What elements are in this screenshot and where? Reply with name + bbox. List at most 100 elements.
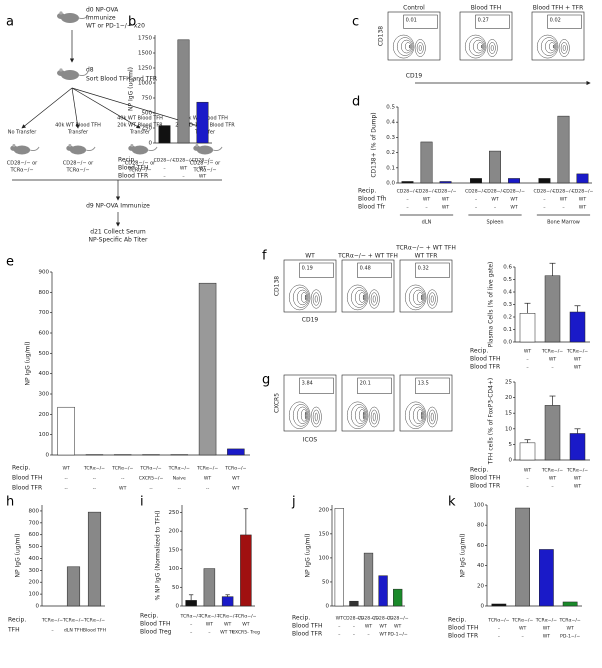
- row-cell: --: [121, 477, 125, 482]
- y-tick-label: 600: [39, 331, 50, 337]
- row-cell: --: [149, 487, 153, 492]
- contour: [428, 409, 436, 425]
- contour: [412, 406, 425, 425]
- y-tick-label: 1500: [138, 51, 152, 57]
- row-cell: WT: [491, 197, 499, 203]
- row-cell: –: [498, 627, 501, 632]
- row-cell: CXCR5−/−: [139, 476, 164, 482]
- row-cell: TCRα−/−: [487, 618, 509, 624]
- bar: [158, 125, 171, 144]
- row-cell: CD28−/−: [192, 158, 214, 164]
- y-tick-label: 0.3: [386, 135, 395, 141]
- panel-label: e: [6, 255, 14, 270]
- flow-plot: [283, 259, 337, 313]
- mouse-icon: [130, 144, 134, 147]
- contour: [416, 409, 424, 422]
- y-tick-label: 100: [319, 555, 330, 561]
- contour: [372, 295, 376, 303]
- flow-title: WT: [305, 253, 315, 260]
- row-label: Blood Treg: [140, 629, 172, 636]
- y-tick-label: 200: [29, 580, 40, 586]
- row-label: TFH: [7, 627, 20, 634]
- row-label: Blood TFR: [292, 631, 322, 638]
- contour: [408, 404, 426, 427]
- gate: [357, 377, 392, 394]
- step-text: Sort Blood TFH and TFR: [86, 76, 157, 83]
- row-cell: --: [64, 477, 68, 482]
- mouse-icon: [131, 145, 149, 155]
- flow-plot: [399, 259, 453, 313]
- contour: [464, 34, 487, 59]
- y-tick-label: 500: [39, 351, 50, 357]
- y-axis-title: NP IgG (ug/ml): [15, 534, 22, 578]
- contour: [304, 294, 307, 301]
- row-cell: –: [526, 366, 529, 371]
- row-cell: –: [163, 175, 166, 180]
- contour: [292, 287, 310, 308]
- bar: [240, 534, 252, 607]
- row-cell: –: [562, 206, 565, 211]
- gate-value: 0.48: [360, 266, 371, 272]
- contour: [370, 292, 378, 306]
- y-tick-label: 40: [477, 563, 484, 569]
- bar: [519, 442, 536, 461]
- flow-title: WT TFR: [415, 253, 438, 260]
- mouse-icon: [61, 13, 79, 23]
- row-cell: –: [475, 198, 478, 203]
- row-cell: WT: [543, 634, 551, 640]
- contour: [296, 406, 309, 425]
- row-cell: WT Tfr: [220, 630, 235, 636]
- y-tick-label: 150: [169, 547, 180, 553]
- recipient-text: CD28−/− or: [63, 161, 94, 167]
- y-tick-label: 250: [169, 510, 180, 516]
- row-label: Recip.: [118, 157, 136, 164]
- gate: [547, 14, 582, 29]
- bar: [576, 173, 589, 184]
- row-cell: –: [338, 625, 341, 630]
- mouse-icon: [68, 144, 72, 147]
- y-tick-label: 500: [142, 111, 153, 117]
- gate-value: 0.19: [302, 266, 313, 272]
- row-cell: TCRα−/−: [198, 614, 220, 620]
- bar: [203, 568, 216, 607]
- row-label: Blood TFH: [292, 623, 322, 630]
- bar: [544, 405, 561, 461]
- y-tick-label: 0.0: [503, 340, 512, 346]
- bar: [562, 601, 578, 607]
- panel-label: g: [262, 373, 270, 388]
- axis-title: CD138: [378, 26, 385, 46]
- flow-title: Blood TFH + TFR: [533, 5, 584, 12]
- row-cell: WT: [543, 626, 551, 632]
- row-cell: WT: [199, 174, 207, 180]
- row-cell: –: [494, 206, 497, 211]
- row-cell: WT: [119, 486, 127, 492]
- y-tick-label: 25: [505, 380, 512, 386]
- branch-text: No Transfer: [8, 130, 37, 136]
- step-text: d21 Collect Serum: [90, 229, 146, 236]
- row-cell: WT: [442, 197, 450, 203]
- row-cell: --: [93, 487, 97, 492]
- y-tick-label: 1750: [138, 36, 152, 42]
- gate-value: 20.1: [360, 381, 371, 387]
- gate-value: 13.5: [418, 381, 429, 387]
- y-tick-label: 1000: [138, 81, 152, 87]
- row-cell: CD28−/−: [572, 189, 594, 195]
- contour: [368, 406, 380, 428]
- bar: [378, 575, 388, 607]
- y-tick-label: 0.4: [503, 290, 512, 296]
- gate: [357, 262, 392, 278]
- bar: [439, 181, 452, 184]
- y-axis-title: NP IgG (ug/ml): [128, 67, 135, 111]
- row-cell: WT: [566, 626, 574, 632]
- contour: [362, 411, 365, 420]
- row-cell: –: [475, 206, 478, 211]
- row-label: Recip.: [12, 465, 30, 472]
- contour: [396, 37, 414, 56]
- contour: [558, 39, 570, 57]
- contour: [296, 289, 309, 306]
- mouse-icon: [66, 145, 74, 151]
- y-tick-label: 0.2: [503, 315, 512, 321]
- arrow: [71, 87, 80, 129]
- row-cell: –: [551, 366, 554, 371]
